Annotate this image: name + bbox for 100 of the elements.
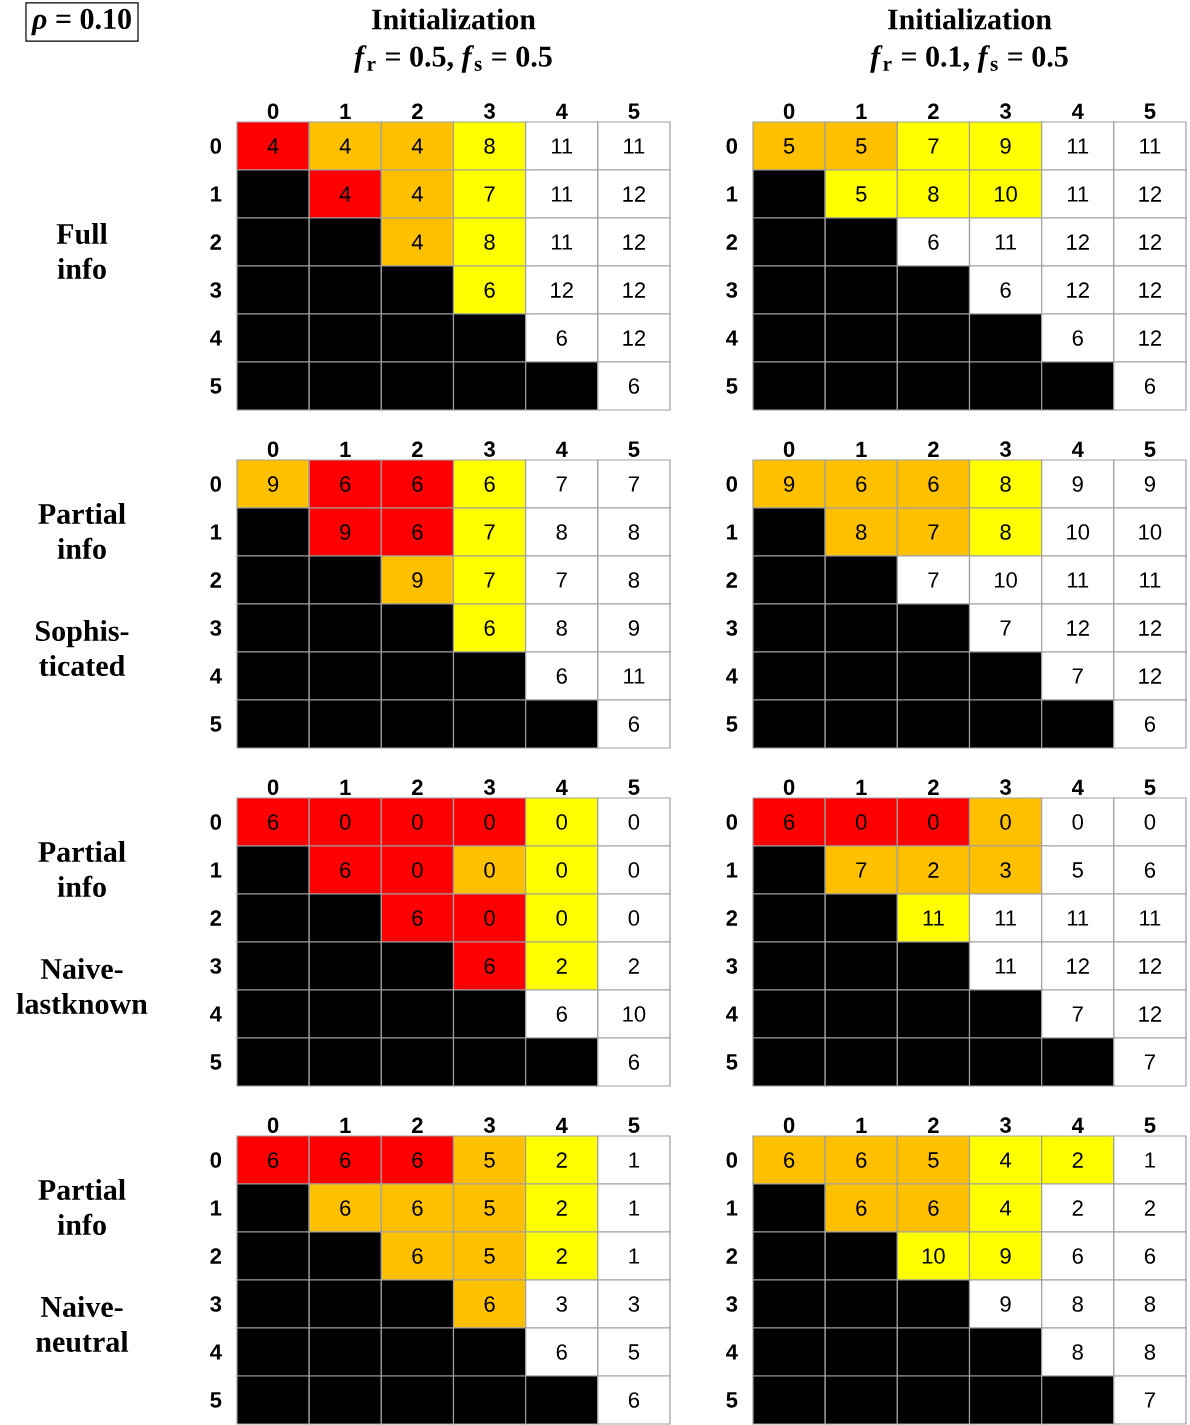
y-tick-label: 2	[210, 910, 222, 926]
data-label: 2	[556, 1200, 567, 1216]
data-label: 4	[339, 186, 351, 202]
data-label: 2	[556, 958, 567, 974]
y-axis-title: Partial info	[38, 502, 126, 560]
data-label: 8	[1072, 1344, 1083, 1360]
data-label: 6	[340, 1152, 351, 1168]
data-label: 6	[856, 1152, 867, 1168]
data-label: 7	[628, 476, 639, 492]
x-tick-label: 5	[628, 103, 640, 119]
data-label: 1	[1145, 1152, 1155, 1168]
data-label: 6	[628, 1392, 640, 1408]
data-label: 12	[623, 282, 646, 298]
x-tick-label: 0	[783, 1117, 795, 1133]
y-tick-label: 0	[726, 814, 738, 830]
x-tick-label: 4	[1071, 441, 1084, 457]
data-label: 2	[556, 1152, 567, 1168]
data-label: 6	[1000, 282, 1011, 298]
data-label: 0	[556, 814, 567, 830]
data-label: 0	[412, 814, 423, 830]
data-label: 5	[783, 138, 795, 154]
data-label: 9	[1000, 1248, 1011, 1264]
y-tick-label: 3	[210, 620, 222, 636]
data-label: 0	[1144, 814, 1156, 830]
data-label: 7	[928, 524, 939, 540]
y-tick-label: 4	[726, 668, 738, 684]
x-tick-label: 3	[999, 779, 1011, 795]
data-label: 4	[411, 138, 423, 154]
data-label: 6	[856, 476, 867, 492]
data-label: 4	[411, 234, 423, 250]
data-label: 12	[623, 234, 646, 250]
data-label: 9	[1144, 476, 1155, 492]
data-label: 11	[1140, 572, 1161, 588]
data-label: 12	[623, 330, 646, 346]
data-label: 9	[412, 572, 423, 588]
data-label: 8	[556, 620, 567, 636]
data-label: 11	[923, 910, 944, 926]
data-label: 2	[1072, 1152, 1083, 1168]
data-label: 1	[629, 1200, 639, 1216]
data-label: 0	[1000, 814, 1011, 830]
data-label: 9	[784, 476, 795, 492]
data-label: 7	[1144, 1392, 1155, 1408]
data-label: 11	[551, 138, 573, 154]
data-label: 11	[1067, 910, 1089, 926]
data-label: 0	[928, 814, 939, 830]
y-tick-label: 5	[210, 1054, 222, 1070]
data-label: 7	[1072, 1006, 1083, 1022]
data-label: 0	[484, 862, 495, 878]
data-label: 11	[1140, 910, 1161, 926]
data-label: 11	[1067, 138, 1089, 154]
data-label: 6	[1144, 378, 1156, 394]
data-label: 7	[484, 572, 495, 588]
data-label: 5	[484, 1248, 495, 1264]
data-label: 6	[784, 814, 795, 830]
y-tick-label: 1	[211, 524, 222, 540]
data-label: 2	[1144, 1200, 1155, 1216]
data-label: 10	[995, 572, 1017, 588]
y-tick-label: 1	[727, 524, 738, 540]
data-label: 11	[551, 186, 573, 202]
data-label: 6	[856, 1200, 867, 1216]
y-axis-title: Full info	[56, 222, 108, 280]
data-label: 6	[1144, 716, 1156, 732]
y-axis-title: Partial info	[38, 840, 126, 898]
x-tick-label: 0	[267, 441, 279, 457]
data-label: 12	[1139, 668, 1162, 684]
data-label: 7	[484, 186, 495, 202]
data-label: 6	[628, 378, 640, 394]
data-label: 6	[1144, 862, 1156, 878]
data-label: 7	[556, 476, 567, 492]
data-label: 3	[628, 1296, 640, 1312]
data-label: 6	[556, 668, 567, 684]
chart-subtitle: f$_{r}$ = 0.5, f$_{s}$ = 0.5	[354, 45, 552, 73]
data-label: 4	[267, 138, 279, 154]
data-label: 8	[484, 234, 495, 250]
x-tick-label: 1	[856, 441, 867, 457]
x-tick-label: 5	[628, 779, 640, 795]
data-label: 7	[556, 572, 567, 588]
data-label: 7	[928, 572, 939, 588]
y-tick-label: 0	[210, 814, 222, 830]
x-tick-label: 5	[628, 441, 640, 457]
data-label: 7	[928, 138, 939, 154]
data-label: 6	[484, 620, 495, 636]
data-label: 8	[1000, 476, 1011, 492]
text: Naive-neutral	[36, 1295, 129, 1353]
data-label: 12	[1139, 958, 1162, 974]
y-tick-label: 5	[726, 378, 738, 394]
x-tick-label: 1	[340, 103, 351, 119]
x-tick-label: 5	[1144, 103, 1156, 119]
x-tick-label: 5	[1144, 1117, 1156, 1133]
data-label: 6	[484, 282, 495, 298]
x-tick-label: 0	[783, 103, 795, 119]
data-label: 7	[1072, 668, 1083, 684]
y-tick-label: 1	[211, 862, 222, 878]
data-label: 0	[628, 910, 640, 926]
x-tick-label: 3	[483, 103, 495, 119]
data-label: 5	[856, 186, 867, 202]
x-tick-label: 2	[412, 779, 423, 795]
data-label: 4	[339, 138, 351, 154]
y-tick-label: 2	[210, 1248, 222, 1264]
data-label: 11	[995, 958, 1016, 974]
